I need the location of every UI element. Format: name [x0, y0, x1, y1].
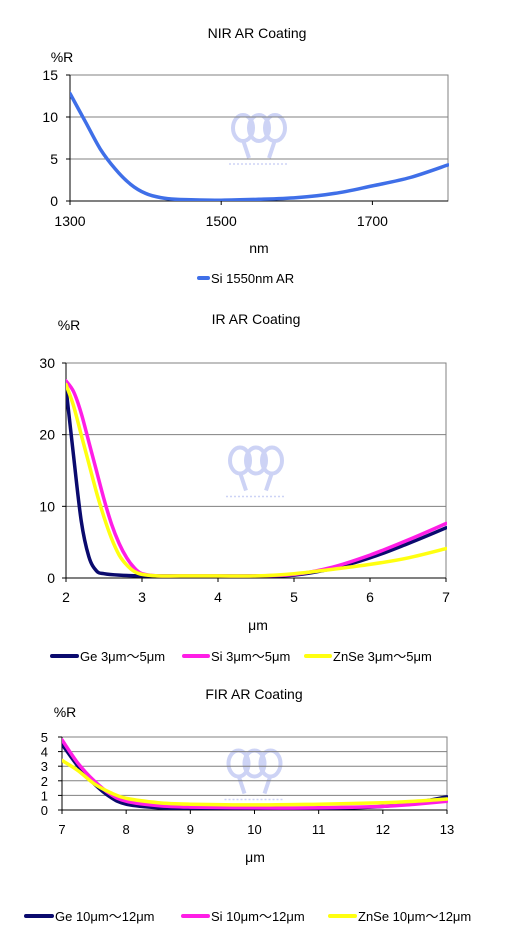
y-axis-label: %R	[51, 49, 74, 65]
y-tick-label: 5	[50, 151, 58, 167]
chart-title: NIR AR Coating	[208, 25, 307, 41]
x-axis-label: μm	[248, 617, 268, 633]
y-tick-label: 15	[42, 67, 58, 83]
x-tick-label: 4	[214, 589, 222, 605]
y-tick-label: 3	[41, 759, 48, 774]
y-axis-label: %R	[54, 704, 77, 720]
y-tick-label: 10	[39, 498, 55, 514]
series-line-0	[70, 91, 449, 201]
y-tick-label: 2	[41, 774, 48, 789]
x-tick-label: 5	[290, 589, 298, 605]
watermark-logo	[226, 445, 286, 498]
y-tick-label: 0	[50, 193, 58, 209]
x-tick-label: 2	[62, 589, 70, 605]
y-tick-label: 4	[41, 745, 48, 760]
legend-label: Ge 10μm～12μm	[55, 909, 155, 924]
series-line-2	[62, 758, 448, 807]
x-tick-label: 1500	[206, 213, 237, 229]
x-tick-label: 13	[440, 822, 454, 837]
y-tick-label: 1	[41, 788, 48, 803]
watermark-logo	[224, 748, 285, 801]
legend-label: Si 10μm～12μm	[211, 909, 305, 924]
x-tick-label: 11	[312, 822, 326, 837]
chart-nir: NIR AR Coating %R 0 5 10 15 1300 1500 1700 nm Si 1…	[42, 25, 449, 286]
y-tick-label: 5	[41, 730, 48, 745]
legend-label: ZnSe 3μm～5μm	[333, 649, 432, 664]
y-tick-label: 0	[47, 570, 55, 586]
y-tick-label: 20	[39, 427, 55, 443]
x-axis-label: nm	[249, 240, 268, 256]
x-tick-label: 1700	[357, 213, 388, 229]
x-tick-label: 1300	[54, 213, 85, 229]
series-line-2	[66, 382, 447, 578]
watermark-logo	[229, 113, 289, 165]
x-tick-label: 7	[58, 822, 65, 837]
y-tick-label: 10	[42, 109, 58, 125]
chart-title: IR AR Coating	[212, 311, 301, 327]
legend-label: Ge 3μm～5μm	[80, 649, 165, 664]
y-axis-label: %R	[58, 317, 81, 333]
chart-title: FIR AR Coating	[205, 686, 302, 702]
plot-area	[65, 362, 447, 579]
x-axis-label: μm	[245, 849, 265, 865]
x-tick-label: 7	[442, 589, 450, 605]
y-tick-label: 0	[41, 803, 48, 818]
x-tick-label: 9	[187, 822, 194, 837]
x-tick-label: 12	[376, 822, 390, 837]
y-tick-label: 30	[39, 355, 55, 371]
x-tick-label: 8	[123, 822, 130, 837]
legend-label: Si 1550nm AR	[211, 271, 294, 286]
x-tick-label: 10	[247, 822, 261, 837]
series-line-1	[62, 738, 448, 810]
legend-label: ZnSe 10μm～12μm	[358, 909, 471, 924]
plot-area	[69, 74, 449, 202]
chart-ir: IR AR Coating %R 0 10 20 30 2 3 4 5 6 7 μm Ge 3μm～5μm…	[39, 311, 450, 664]
legend-label: Si 3μm～5μm	[211, 649, 290, 664]
x-tick-label: 3	[138, 589, 146, 605]
x-tick-label: 6	[366, 589, 374, 605]
